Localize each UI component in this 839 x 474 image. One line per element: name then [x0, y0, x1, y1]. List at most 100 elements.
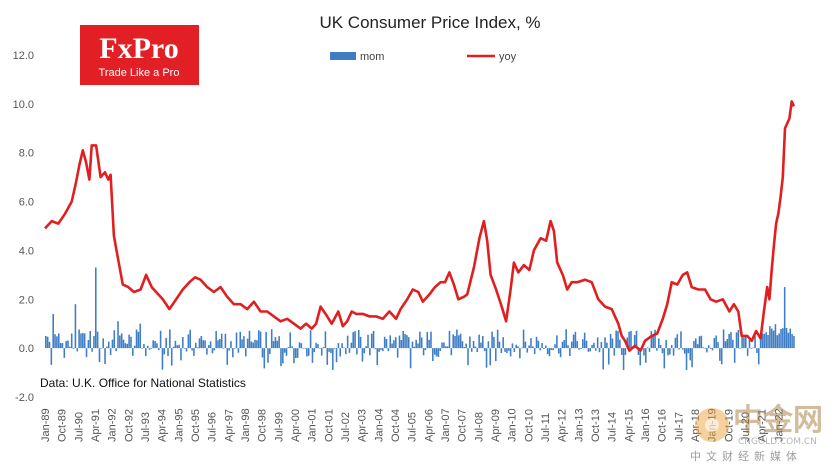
mom-bar: [446, 346, 449, 349]
x-tick-label: Apr-97: [223, 409, 235, 442]
mom-bar: [250, 341, 253, 349]
x-tick-label: Oct-16: [657, 409, 669, 442]
x-tick-label: Jan-07: [440, 408, 452, 442]
mom-bar: [206, 348, 208, 355]
mom-bar: [317, 344, 319, 349]
mom-bar: [102, 338, 104, 349]
mom-bar: [543, 348, 545, 350]
mom-bar: [665, 339, 667, 349]
mom-bar: [635, 330, 638, 349]
mom-bar: [500, 348, 503, 353]
mom-bar: [595, 348, 597, 351]
mom-bar: [520, 347, 523, 349]
mom-bar: [470, 348, 473, 352]
mom-bar: [133, 345, 136, 349]
mom-bar: [748, 339, 751, 349]
mom-bar: [67, 340, 69, 349]
mom-bar: [602, 348, 604, 370]
mom-bar: [167, 348, 169, 357]
mom-bar: [430, 331, 432, 349]
mom-bar: [559, 348, 562, 358]
mom-bar: [311, 348, 314, 363]
mom-bar: [722, 329, 725, 349]
mom-bar: [776, 335, 779, 349]
mom-bar: [715, 335, 717, 349]
mom-bar: [476, 348, 479, 353]
mom-bar: [174, 340, 177, 349]
mom-bar: [322, 347, 325, 349]
mom-bar: [674, 337, 677, 349]
mom-bar: [441, 342, 443, 349]
mom-bar: [570, 341, 573, 349]
mom-bar: [719, 348, 721, 361]
x-tick-label: Jul-93: [140, 412, 152, 442]
mom-bar: [232, 348, 234, 358]
mom-bar: [287, 347, 290, 349]
mom-bar: [656, 348, 658, 351]
mom-bar: [472, 341, 475, 349]
mom-bar: [161, 348, 164, 370]
mom-bar: [469, 336, 471, 349]
x-tick-label: Jul-05: [407, 412, 419, 442]
mom-bar: [215, 331, 217, 349]
mom-bar: [211, 348, 214, 354]
yoy-line: [44, 100, 796, 352]
mom-bar: [713, 337, 716, 349]
mom-bar: [367, 334, 369, 349]
mom-bar: [263, 348, 266, 369]
mom-bar: [482, 335, 484, 349]
x-tick-label: Jan-04: [373, 408, 385, 442]
mom-bar: [791, 334, 793, 349]
mom-bar: [341, 343, 343, 349]
mom-bar: [274, 336, 277, 349]
mom-bar: [598, 348, 601, 353]
mom-bar: [485, 348, 488, 368]
mom-bar: [452, 334, 454, 349]
mom-bar: [319, 348, 321, 349]
mom-bar: [580, 348, 582, 350]
mom-bar: [528, 345, 530, 349]
mom-bar: [778, 333, 780, 349]
mom-bar: [87, 339, 90, 349]
mom-bar: [254, 339, 256, 349]
mom-bar: [213, 348, 216, 351]
mom-bar: [663, 348, 666, 369]
mom-bar: [426, 332, 429, 349]
y-tick-label: 6.0: [19, 197, 34, 209]
mom-bar: [659, 344, 662, 349]
mom-bar: [113, 330, 116, 349]
mom-bar: [565, 329, 567, 349]
mom-bar: [433, 348, 436, 355]
y-tick-label: 2.0: [19, 294, 34, 306]
mom-bar: [195, 342, 197, 349]
y-tick-label: 4.0: [19, 245, 34, 257]
mom-bar: [724, 341, 727, 349]
mom-bar: [222, 347, 225, 349]
mom-bar: [265, 331, 267, 349]
mom-bar: [176, 345, 179, 349]
mom-bar: [728, 333, 730, 349]
x-tick-label: Jul-11: [540, 413, 552, 442]
mom-bar: [230, 341, 232, 349]
mom-bar: [335, 348, 338, 363]
chart-legend: mom yoy: [330, 51, 517, 63]
mom-bar: [654, 329, 656, 349]
mom-bar: [687, 348, 690, 354]
mom-bar: [396, 348, 399, 358]
mom-bar: [296, 348, 299, 358]
mom-bar: [365, 346, 367, 349]
mom-bar: [591, 344, 593, 349]
mom-bar: [96, 331, 99, 349]
mom-bar: [191, 348, 193, 351]
mom-bar: [278, 336, 280, 349]
x-tick-label: Oct-04: [390, 409, 402, 442]
fxpro-logo: FxPro Trade Like a Pro: [80, 25, 199, 85]
mom-bar: [691, 348, 693, 368]
mom-bar: [726, 339, 729, 349]
mom-bar: [757, 348, 760, 365]
mom-bar: [532, 346, 534, 349]
mom-bar: [165, 337, 167, 349]
mom-bar: [743, 337, 745, 349]
mom-bar: [83, 333, 86, 349]
mom-bar: [693, 340, 695, 349]
